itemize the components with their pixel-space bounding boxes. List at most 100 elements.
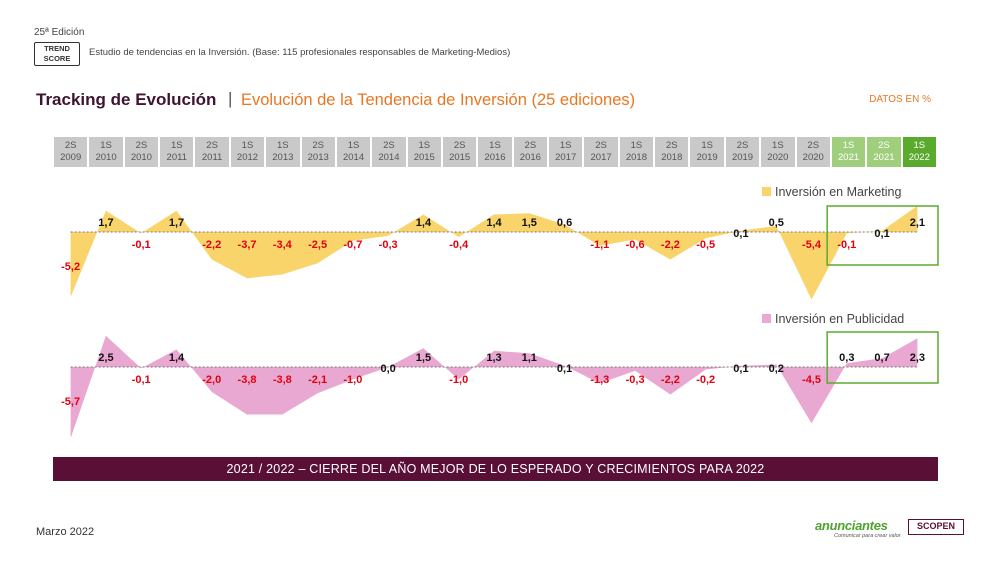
scopen-logo: SCOPEN	[908, 519, 964, 535]
data-label: 1,3	[486, 352, 501, 364]
period-half: 1S	[347, 140, 360, 151]
data-label: 0,1	[733, 228, 748, 240]
units-label: DATOS EN %	[869, 94, 931, 105]
period-half: 2S	[383, 140, 395, 151]
period-year: 2011	[201, 152, 223, 163]
period-cell: 1S 2010	[89, 137, 123, 167]
series-area-1	[70, 205, 918, 300]
period-year: 2013	[272, 152, 294, 163]
period-cell: 1S 2018	[619, 137, 654, 167]
period-year: 2012	[236, 152, 259, 163]
period-year: 2017	[555, 152, 577, 163]
period-half: 1S	[913, 140, 926, 151]
period-half: 2S	[453, 140, 466, 151]
period-cell: 2S 2019	[725, 137, 760, 167]
logo-line-1: TREND	[44, 44, 70, 53]
conclusion-banner: 2021 / 2022 – CIERRE DEL AÑO MEJOR DE LO…	[53, 457, 938, 481]
data-label: 1,5	[522, 217, 537, 229]
logo-line-2: SCORE	[43, 54, 71, 63]
data-label: -1,0	[449, 374, 468, 386]
period-cell: 2S 2018	[655, 137, 689, 167]
data-label: -0,1	[837, 239, 856, 251]
data-label: -1,1	[590, 239, 609, 251]
page-title: Tracking de Evolución	[36, 90, 217, 109]
data-label: -3,7	[238, 239, 257, 251]
period-year: 2010	[95, 152, 117, 163]
legend-label: Inversión en Marketing	[775, 185, 902, 199]
data-label: 1,1	[522, 352, 537, 364]
period-half: 1S	[842, 140, 855, 151]
data-label: -0,2	[696, 374, 715, 386]
data-label: -2,2	[661, 374, 680, 386]
period-half: 1S	[630, 140, 643, 151]
period-half: 2S	[64, 140, 77, 151]
data-label: 1,5	[416, 352, 431, 364]
study-description: Estudio de tendencias en la Inversión. (…	[89, 47, 511, 58]
period-cell: 1S 2014	[336, 137, 371, 167]
period-cell: 1S 2015	[407, 137, 441, 167]
title-separator: |	[228, 89, 233, 108]
data-label: -2,1	[308, 374, 327, 386]
period-year: 2016	[519, 152, 541, 163]
period-year: 2019	[696, 152, 718, 163]
period-half: 2S	[595, 140, 607, 151]
data-label: 2,1	[910, 217, 925, 229]
period-half: 1S	[559, 140, 572, 151]
data-label: -0,4	[449, 239, 469, 251]
series-area-2	[70, 335, 918, 439]
period-cell: 1S 2021	[831, 137, 866, 167]
data-label: 0,0	[381, 363, 396, 375]
data-label: 1,4	[486, 217, 502, 229]
period-half: 2S	[135, 140, 148, 151]
period-half: 2S	[665, 140, 678, 151]
data-label: -0,1	[132, 374, 151, 386]
data-label: -0,6	[626, 239, 645, 251]
data-label: -5,4	[802, 239, 822, 251]
period-year: 2014	[378, 152, 400, 163]
data-label: 0,5	[769, 217, 784, 229]
data-label: 2,5	[98, 352, 113, 364]
period-half: 1S	[418, 140, 431, 151]
period-half: 1S	[241, 140, 254, 151]
edition-label: 25ª Edición	[34, 27, 85, 38]
data-label: -2,2	[661, 239, 680, 251]
data-label: -3,8	[273, 374, 292, 386]
data-label: -0,7	[343, 239, 362, 251]
period-year: 2019	[731, 152, 754, 163]
data-label: 0,1	[874, 228, 889, 240]
period-half: 2S	[524, 140, 537, 151]
period-year: 2015	[449, 152, 471, 163]
data-label: -5,2	[61, 261, 80, 273]
data-label: -1,3	[590, 374, 609, 386]
period-header-row: 2S 2009 1S 2010 2S 2010 1S 2011 2S 2011 1S 2012 1S 20…	[54, 137, 936, 167]
data-label: -0,3	[626, 374, 645, 386]
period-year: 2022	[908, 152, 930, 163]
data-label: -0,1	[132, 239, 151, 251]
legend-swatch	[762, 314, 771, 323]
period-half: 1S	[277, 140, 289, 151]
period-year: 2013	[307, 152, 329, 163]
period-half: 2S	[206, 140, 218, 151]
period-year: 2021	[838, 152, 860, 163]
period-half: 2S	[807, 140, 820, 151]
period-half: 2S	[312, 140, 324, 151]
period-year: 2011	[166, 152, 187, 163]
anunciantes-logo: anunciantes	[815, 518, 888, 533]
period-year: 2015	[413, 152, 435, 163]
period-year: 2018	[661, 152, 683, 163]
data-label: -2,2	[202, 239, 221, 251]
period-year: 2010	[130, 152, 152, 163]
data-label: 1,4	[169, 352, 185, 364]
period-year: 2017	[590, 152, 612, 163]
data-label: 0,7	[874, 352, 889, 364]
period-cell: 1S 2019	[690, 137, 724, 167]
period-cell: 1S 2017	[549, 137, 583, 167]
page-subtitle: Evolución de la Tendencia de Inversión (…	[241, 91, 636, 109]
data-label: -2,0	[202, 374, 221, 386]
period-year: 2018	[625, 152, 647, 163]
data-label: -5,7	[61, 396, 80, 408]
period-half: 1S	[701, 140, 713, 151]
period-half: 2S	[878, 140, 890, 151]
period-half: 1S	[489, 140, 501, 151]
data-label: 0,6	[557, 217, 572, 229]
